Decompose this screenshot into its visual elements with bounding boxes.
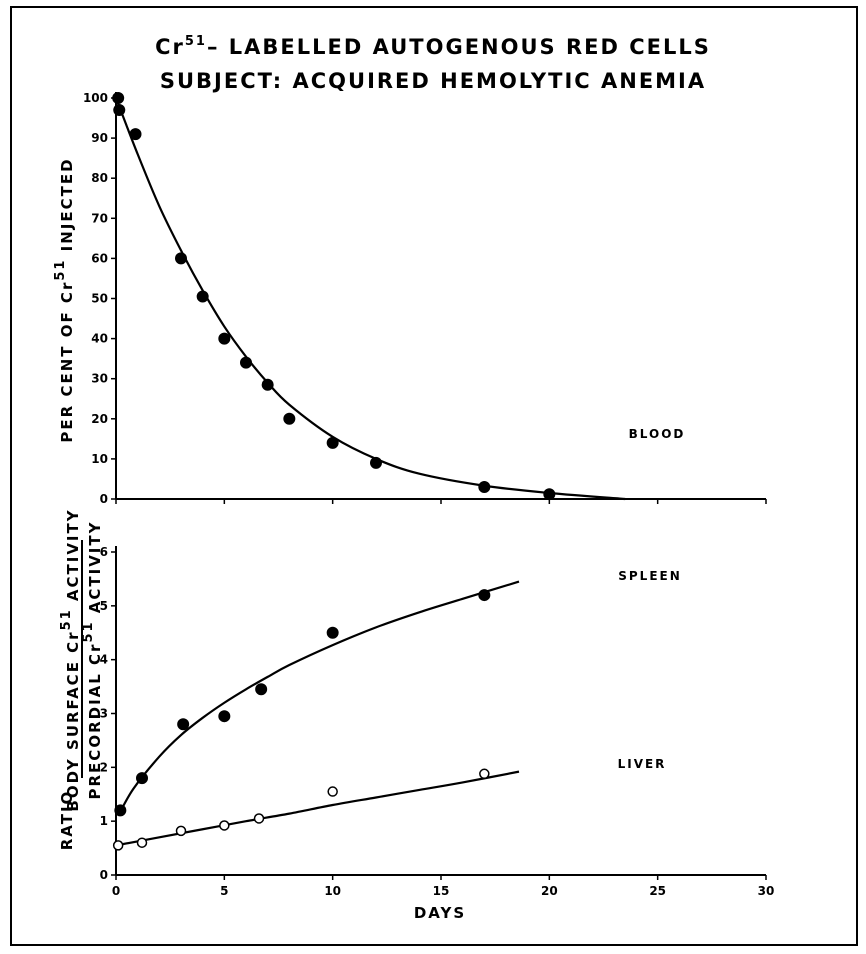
bottom-y-tick-label: 1 xyxy=(100,814,108,828)
liver-point xyxy=(136,837,148,848)
liver-curve xyxy=(115,770,520,847)
blood-series-label: BLOOD xyxy=(629,427,686,441)
spleen-point xyxy=(114,804,127,817)
x-tick-label: 0 xyxy=(112,884,120,898)
bottom-panel: 0 5 10 15 20 25 30 0 1 2 3 4 5 6 SPLEEN LIVER xyxy=(100,545,775,898)
title-superscript: 51 xyxy=(185,34,207,49)
top-y-tick-label: 50 xyxy=(91,292,108,306)
blood-point xyxy=(240,356,252,369)
bottom-y-tick-label: 2 xyxy=(100,760,108,774)
top-y-tick-label: 70 xyxy=(91,211,108,225)
x-tick-label: 10 xyxy=(324,884,341,898)
top-y-tick-label: 40 xyxy=(91,332,108,346)
blood-point xyxy=(175,252,187,265)
top-y-tick-label: 100 xyxy=(83,91,108,105)
denominator-prefix: PRECORDIAL Cr xyxy=(86,643,104,800)
blood-point xyxy=(283,412,296,425)
bottom-y-axis-label: RATIO BODY SURFACE Cr51 ACTIVITY PRECORD… xyxy=(58,508,104,850)
ratio-denominator: PRECORDIAL Cr51 ACTIVITY xyxy=(81,521,104,800)
x-tick-label: 5 xyxy=(220,884,228,898)
x-tick-label: 15 xyxy=(433,884,450,898)
denominator-superscript: 51 xyxy=(81,620,96,642)
top-y-tick-label: 30 xyxy=(91,372,108,386)
x-tick-label: 20 xyxy=(541,884,558,898)
blood-point xyxy=(326,436,339,449)
blood-point xyxy=(543,488,556,501)
top-y-tick-label: 0 xyxy=(100,492,108,506)
denominator-rest: ACTIVITY xyxy=(86,521,104,621)
x-axis-label: DAYS xyxy=(414,904,466,922)
blood-point xyxy=(112,92,125,104)
liver-point xyxy=(253,813,265,824)
top-ylabel-prefix: PER CENT OF Cr xyxy=(58,281,76,443)
liver-series-label: LIVER xyxy=(618,757,667,771)
liver-point xyxy=(219,820,230,831)
bottom-y-tick-label: 6 xyxy=(100,545,108,559)
top-panel: 0 10 20 30 40 50 60 70 80 90 100 BLOOD xyxy=(83,91,767,506)
numerator-prefix: BODY SURFACE Cr xyxy=(64,630,82,811)
blood-point xyxy=(370,456,382,469)
x-tick-label: 30 xyxy=(758,884,775,898)
top-ylabel-superscript: 51 xyxy=(53,259,68,281)
top-ylabel-rest: INJECTED xyxy=(58,157,76,258)
ratio-label: RATIO xyxy=(58,790,76,851)
title-rest: – LABELLED AUTOGENOUS RED CELLS xyxy=(207,35,711,59)
spleen-point xyxy=(255,683,268,696)
liver-point xyxy=(327,786,338,797)
top-y-axis-label: PER CENT OF Cr51 INJECTED xyxy=(53,157,76,442)
bottom-y-tick-label: 5 xyxy=(100,599,108,613)
spleen-series-label: SPLEEN xyxy=(618,569,682,583)
liver-point xyxy=(479,768,490,780)
spleen-point xyxy=(177,718,190,731)
top-y-tick-label: 80 xyxy=(91,171,108,185)
title-prefix: Cr xyxy=(155,35,185,59)
top-y-tick-label: 20 xyxy=(91,412,108,426)
blood-point xyxy=(129,128,142,141)
blood-point xyxy=(113,104,126,117)
x-tick-label: 25 xyxy=(649,884,666,898)
top-y-tick-label: 90 xyxy=(91,131,108,145)
spleen-point xyxy=(136,772,148,785)
blood-point xyxy=(478,480,491,493)
top-y-tick-label: 10 xyxy=(91,452,108,466)
bottom-y-tick-label: 3 xyxy=(100,707,108,721)
blood-point xyxy=(218,332,231,345)
liver-point xyxy=(112,840,124,851)
blood-curve xyxy=(114,97,626,501)
spleen-curve xyxy=(117,580,520,817)
spleen-point xyxy=(218,710,231,723)
liver-point xyxy=(175,825,187,837)
top-y-tick-label: 60 xyxy=(91,251,108,265)
numerator-rest: ACTIVITY xyxy=(64,508,82,608)
bottom-y-tick-label: 0 xyxy=(100,868,108,882)
spleen-point xyxy=(326,626,339,639)
spleen-point xyxy=(478,589,491,602)
bottom-y-tick-label: 4 xyxy=(100,653,108,667)
numerator-superscript: 51 xyxy=(59,608,74,630)
blood-point xyxy=(196,290,209,303)
ratio-numerator: BODY SURFACE Cr51 ACTIVITY xyxy=(59,508,82,811)
chart-title: Cr51– LABELLED AUTOGENOUS RED CELLS xyxy=(155,34,711,59)
blood-point xyxy=(261,378,274,391)
chart-subtitle: SUBJECT: ACQUIRED HEMOLYTIC ANEMIA xyxy=(160,69,706,93)
